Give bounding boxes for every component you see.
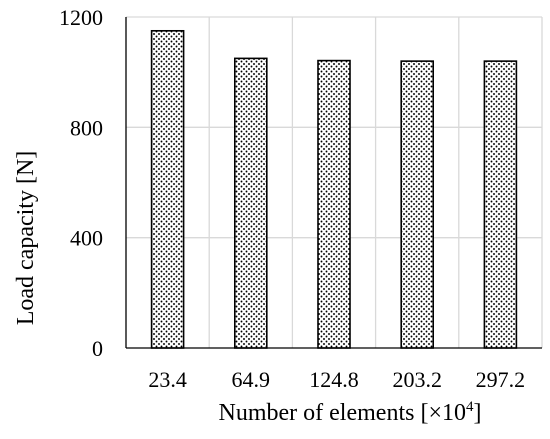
bar	[400, 60, 435, 349]
axes	[125, 17, 542, 349]
y-tick-label: 800	[70, 115, 103, 140]
x-tick-labels: 23.4 64.9 124.8 203.2 297.2	[148, 367, 525, 392]
y-axis-title: Load capacity [N]	[13, 151, 39, 326]
x-tick-label: 203.2	[392, 367, 442, 392]
bar	[317, 59, 351, 349]
x-axis-title-superscript: 4	[466, 399, 474, 415]
x-tick-label: 64.9	[232, 367, 271, 392]
x-axis-title: Number of elements [×104]	[219, 399, 482, 426]
y-tick-label: 400	[70, 226, 103, 251]
x-tick-label: 297.2	[476, 367, 526, 392]
grid	[126, 16, 543, 348]
y-tick-label: 1200	[59, 5, 103, 30]
x-axis-title-main: Number of elements [×10	[219, 400, 466, 426]
bars	[150, 29, 518, 349]
bar	[483, 60, 518, 349]
x-tick-label: 124.8	[309, 367, 359, 392]
y-tick-labels: 0 400 800 1200	[59, 5, 103, 361]
bar	[234, 57, 268, 349]
x-tick-label: 23.4	[148, 367, 187, 392]
y-tick-label: 0	[92, 336, 103, 361]
x-axis-title-suffix: ]	[473, 400, 481, 426]
bar	[150, 29, 185, 349]
